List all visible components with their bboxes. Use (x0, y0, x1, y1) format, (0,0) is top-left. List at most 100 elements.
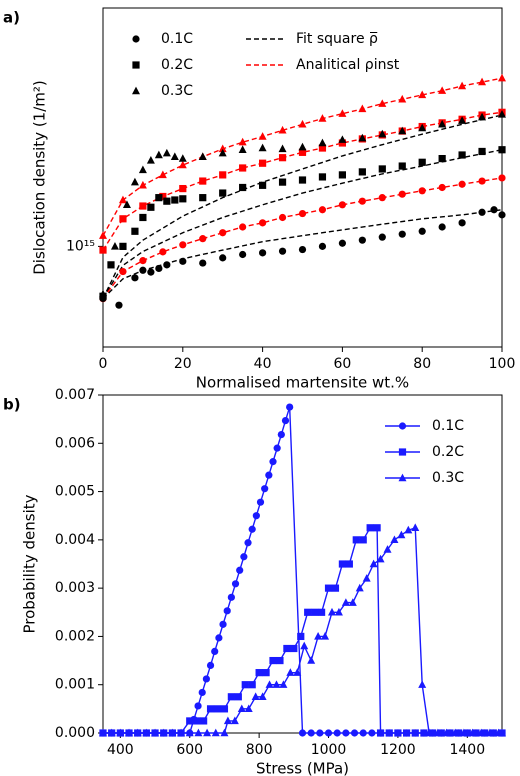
x-tick-label: 400 (107, 742, 134, 758)
analytical-point (239, 223, 247, 231)
data-point (366, 524, 374, 532)
data-point (278, 247, 287, 255)
data-point (256, 498, 265, 506)
analytical-point (159, 248, 167, 256)
data-point (262, 669, 270, 677)
analytical-point (298, 209, 307, 218)
y-axis-label: Probability density (21, 494, 39, 633)
data-point (203, 728, 212, 737)
fit-line (102, 149, 503, 300)
legend-label: Analitical ρinst (296, 57, 400, 73)
data-point (276, 656, 284, 665)
analytical-point (99, 246, 107, 254)
data-point (359, 729, 367, 737)
data-point (251, 692, 260, 700)
data-point (168, 728, 177, 737)
legend-label: 0.3C (161, 83, 193, 99)
data-point (397, 530, 406, 539)
data-point (278, 178, 287, 186)
data-point (115, 301, 123, 309)
data-point (490, 206, 498, 214)
x-tick-label: 1200 (380, 742, 416, 758)
x-axis-label: Normalised martensite wt.% (196, 374, 409, 392)
data-point (231, 580, 240, 588)
data-point (286, 668, 295, 676)
data-point (298, 142, 307, 151)
analytical-point (158, 170, 167, 179)
data-point (298, 176, 307, 184)
data-point (159, 728, 168, 737)
data-point (297, 632, 305, 641)
data-point (338, 171, 346, 179)
data-point (327, 607, 336, 616)
data-point (418, 158, 426, 166)
data-point (151, 728, 160, 737)
data-point (314, 632, 323, 640)
data-point (378, 129, 387, 138)
x-tick-label: 800 (246, 742, 273, 758)
data-point (213, 705, 222, 713)
data-point (107, 261, 115, 269)
data-point (383, 545, 392, 553)
analytical-point (338, 201, 346, 209)
data-point (307, 656, 316, 664)
data-point (138, 165, 147, 174)
data-point (178, 154, 187, 162)
data-point (451, 728, 460, 737)
data-point (146, 156, 155, 164)
data-point (202, 675, 210, 683)
data-point (333, 729, 341, 737)
data-point (252, 512, 260, 520)
data-point (411, 523, 420, 531)
data-point (198, 152, 207, 160)
analytical-point (139, 202, 147, 210)
data-point (248, 525, 256, 533)
data-point (122, 200, 131, 208)
data-point (194, 702, 202, 710)
analytical-point (258, 132, 267, 140)
data-point (147, 203, 155, 211)
data-point (139, 266, 147, 274)
data-point (155, 194, 163, 202)
data-point (241, 681, 249, 689)
data-point (218, 148, 227, 157)
data-point (478, 112, 487, 121)
data-point (300, 641, 309, 650)
analytical-point (278, 125, 287, 134)
data-point (163, 197, 171, 205)
x-tick-label: 20 (174, 356, 192, 372)
analytical-point (318, 114, 327, 122)
legend-label: 0.2C (432, 444, 464, 460)
y-tick-label: 0.002 (55, 628, 95, 644)
data-point (219, 620, 227, 628)
data-point (438, 154, 446, 163)
analytical-point (358, 197, 366, 205)
data-point (193, 717, 201, 725)
analytical-point (318, 206, 327, 214)
data-point (458, 219, 466, 227)
data-point (283, 644, 291, 653)
analytical-point (418, 90, 427, 99)
data-point (358, 236, 366, 244)
y-tick-label: 0.001 (55, 677, 95, 693)
data-point (220, 705, 229, 713)
data-point (155, 264, 163, 273)
data-point (311, 608, 319, 616)
fit-line (102, 209, 503, 300)
data-point (171, 196, 179, 204)
legend-label: 0.2C (161, 57, 193, 73)
data-point (223, 716, 232, 725)
fit-line (102, 114, 503, 299)
data-point (286, 403, 294, 411)
analytical-point (179, 241, 187, 249)
panel-label: a) (3, 9, 20, 27)
analytical-point (498, 174, 506, 182)
data-point (248, 681, 256, 689)
data-point (269, 458, 277, 466)
data-point (211, 728, 220, 737)
y-tick-label: 0.005 (55, 484, 95, 500)
analytical-point (119, 267, 127, 276)
analytical-point (218, 144, 227, 153)
analytical-point (199, 177, 207, 185)
